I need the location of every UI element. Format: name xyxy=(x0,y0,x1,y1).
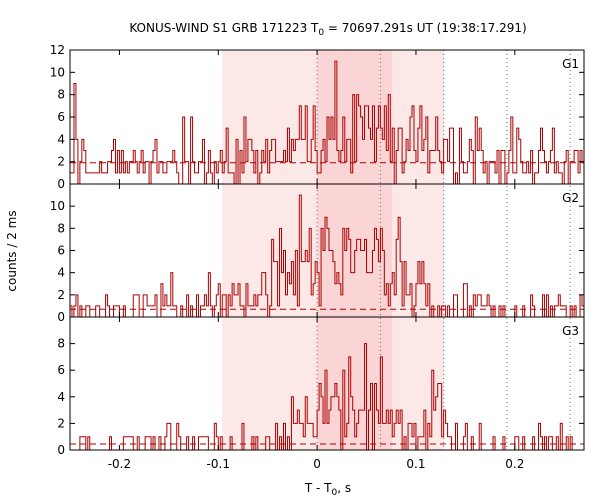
y-tick-label-g1-0: 0 xyxy=(57,177,65,191)
y-tick-label-g1-10: 10 xyxy=(50,65,65,79)
y-tick-label-g3-4: 4 xyxy=(57,390,65,404)
panel-label-g1: G1 xyxy=(562,57,579,71)
panel-frame-g3 xyxy=(69,316,585,451)
x-axis-label-subscript: 0 xyxy=(332,488,338,498)
chart-title: KONUS-WIND S1 GRB 171223 T0 = 70697.291s… xyxy=(129,21,526,38)
panel-label-g2: G2 xyxy=(562,191,579,205)
panel-label-g3: G3 xyxy=(562,324,579,338)
histogram-g2 xyxy=(70,194,584,318)
y-tick-label-g1-12: 12 xyxy=(50,43,65,57)
y-tick-label-g1-4: 4 xyxy=(57,132,65,146)
x-axis-label-main: T - T xyxy=(304,481,332,495)
y-tick-label-g2-2: 2 xyxy=(57,288,65,302)
y-tick-label-g2-0: 0 xyxy=(57,310,65,324)
y-tick-label-g2-4: 4 xyxy=(57,266,65,280)
chart-title-subscript: 0 xyxy=(318,28,324,38)
chart-title-main: KONUS-WIND S1 GRB 171223 T xyxy=(129,21,319,35)
y-tick-label-g3-2: 2 xyxy=(57,416,65,430)
y-tick-label-g1-6: 6 xyxy=(57,110,65,124)
x-tick-label-1: -0.1 xyxy=(207,457,230,471)
x-tick-label-3: 0.1 xyxy=(406,457,425,471)
histogram-g1 xyxy=(70,60,584,185)
y-tick-label-g2-8: 8 xyxy=(57,221,65,235)
y-tick-label-g3-0: 0 xyxy=(57,443,65,457)
y-tick-label-g1-8: 8 xyxy=(57,88,65,102)
x-axis-label: T - T0, s xyxy=(304,481,351,498)
y-tick-label-g2-10: 10 xyxy=(50,199,65,213)
x-axis-label-rest: , s xyxy=(337,481,351,495)
x-tick-label-0: -0.2 xyxy=(108,457,131,471)
x-tick-label-4: 0.2 xyxy=(505,457,524,471)
y-tick-label-g2-6: 6 xyxy=(57,244,65,258)
histogram-g3 xyxy=(70,343,584,451)
plot-area: 0 2 4 6 8 10 12 G1 0 2 4 6 8 10 G2 0 2 4 6 8 G3 -0.2 -0.1 0 0.1 0… xyxy=(50,43,585,471)
y-tick-label-g1-2: 2 xyxy=(57,155,65,169)
y-axis-label: counts / 2 ms xyxy=(5,210,19,291)
x-tick-label-2: 0 xyxy=(313,457,321,471)
chart-title-rest: = 70697.291s UT (19:38:17.291) xyxy=(324,21,527,35)
y-tick-label-g3-8: 8 xyxy=(57,337,65,351)
y-tick-label-g3-6: 6 xyxy=(57,363,65,377)
